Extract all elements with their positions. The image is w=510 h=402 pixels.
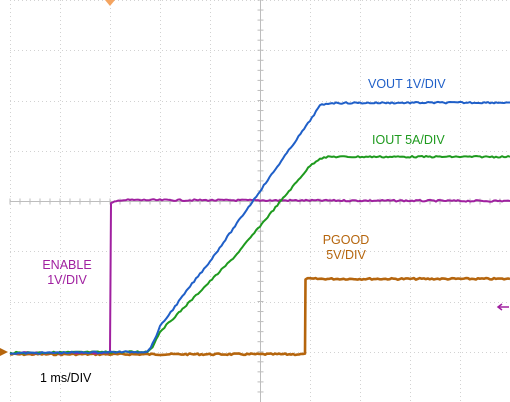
ground-reference-arrow-icon	[0, 348, 8, 356]
enable-label-name: ENABLE	[42, 258, 92, 272]
enable-label-scale: 1V/DIV	[47, 273, 87, 287]
pgood-label-name: PGOOD	[322, 233, 370, 247]
enable-channel-label: ENABLE 1V/DIV	[38, 258, 96, 288]
waveform-traces	[9, 100, 510, 357]
timebase-label: 1 ms/DIV	[40, 371, 92, 385]
screen-markers	[0, 0, 509, 356]
trace-enable	[9, 198, 510, 355]
pgood-label-scale: 5V/DIV	[326, 248, 366, 262]
reference-offset-arrow-icon	[496, 303, 509, 311]
trigger-marker-icon	[105, 0, 115, 6]
pgood-channel-label: PGOOD 5V/DIV	[316, 233, 376, 263]
vout-channel-label: VOUT 1V/DIV	[368, 77, 446, 91]
iout-channel-label: IOUT 5A/DIV	[372, 133, 445, 147]
trace-vout	[9, 100, 510, 355]
